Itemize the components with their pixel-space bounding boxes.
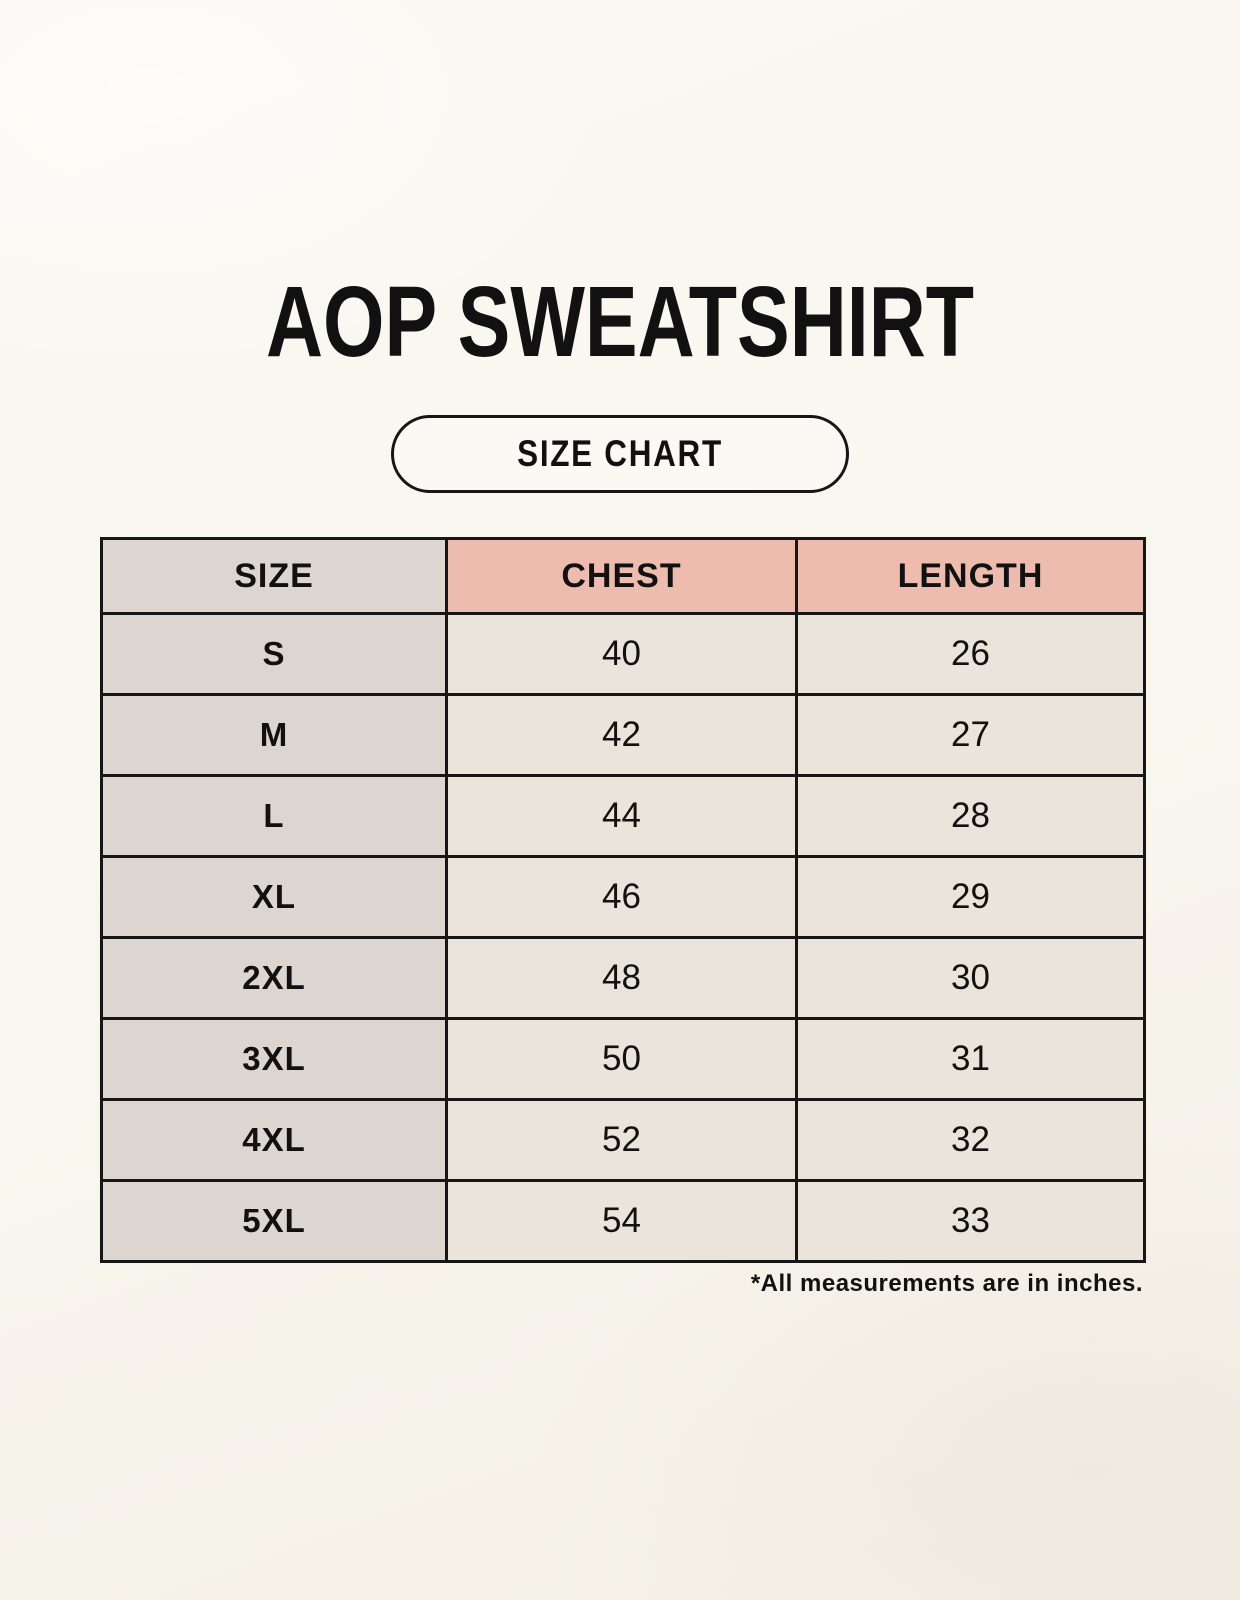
table-row: 3XL 50 31 [100, 1017, 1146, 1101]
measurements-footnote: *All measurements are in inches. [750, 1270, 1143, 1297]
table-row: 5XL 54 33 [100, 1179, 1146, 1263]
size-table: SIZE CHEST LENGTH S 40 26 M 42 27 L 44 28 XL 46 29 2… [100, 537, 1146, 1263]
length-cell: 26 [795, 612, 1146, 696]
chest-cell: 54 [445, 1179, 798, 1263]
length-cell: 30 [795, 936, 1146, 1020]
size-cell: L [100, 774, 448, 858]
chest-cell: 40 [445, 612, 798, 696]
size-chart-badge[interactable]: SIZE CHART [391, 415, 849, 493]
size-cell: 4XL [100, 1098, 448, 1182]
length-cell: 27 [795, 693, 1146, 777]
column-header-chest: CHEST [445, 537, 798, 615]
size-cell: 2XL [100, 936, 448, 1020]
table-row: 4XL 52 32 [100, 1098, 1146, 1182]
column-header-length: LENGTH [795, 537, 1146, 615]
length-cell: 31 [795, 1017, 1146, 1101]
length-cell: 29 [795, 855, 1146, 939]
chest-cell: 52 [445, 1098, 798, 1182]
page-title: AOP SWEATSHIRT [265, 266, 975, 378]
size-cell: XL [100, 855, 448, 939]
length-cell: 32 [795, 1098, 1146, 1182]
chest-cell: 48 [445, 936, 798, 1020]
size-cell: 5XL [100, 1179, 448, 1263]
table-row: S 40 26 [100, 612, 1146, 696]
column-header-size: SIZE [100, 537, 448, 615]
chest-cell: 44 [445, 774, 798, 858]
chest-cell: 42 [445, 693, 798, 777]
chest-cell: 50 [445, 1017, 798, 1101]
size-chart-badge-label: SIZE CHART [517, 433, 723, 474]
length-cell: 28 [795, 774, 1146, 858]
size-cell: S [100, 612, 448, 696]
chest-cell: 46 [445, 855, 798, 939]
size-table-header-row: SIZE CHEST LENGTH [100, 537, 1146, 615]
table-row: M 42 27 [100, 693, 1146, 777]
table-row: L 44 28 [100, 774, 1146, 858]
size-cell: 3XL [100, 1017, 448, 1101]
table-row: XL 46 29 [100, 855, 1146, 939]
size-cell: M [100, 693, 448, 777]
length-cell: 33 [795, 1179, 1146, 1263]
table-row: 2XL 48 30 [100, 936, 1146, 1020]
